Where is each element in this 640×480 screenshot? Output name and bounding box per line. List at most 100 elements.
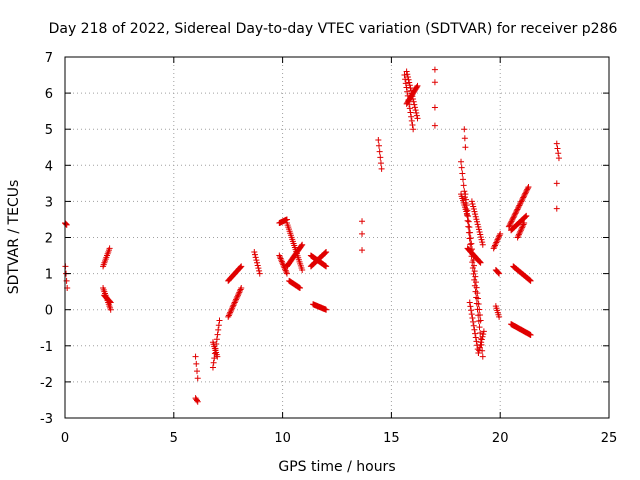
data-point — [410, 98, 417, 105]
data-point — [471, 326, 478, 333]
y-tick-label: 3 — [45, 195, 53, 210]
data-point — [467, 241, 474, 248]
data-point — [478, 336, 485, 343]
data-point — [518, 197, 525, 204]
data-point — [405, 76, 412, 83]
x-tick-label: 10 — [274, 431, 291, 446]
data-point — [214, 331, 221, 338]
x-tick-label: 25 — [601, 431, 618, 446]
data-point — [254, 259, 261, 266]
data-point — [472, 213, 479, 220]
data-point — [472, 279, 479, 286]
data-point — [472, 330, 479, 337]
data-point — [107, 299, 114, 306]
data-point — [517, 227, 524, 234]
data-point — [495, 269, 502, 276]
data-point — [237, 286, 244, 293]
x-tick-label: 0 — [61, 431, 69, 446]
data-point — [236, 264, 243, 271]
data-point — [479, 239, 486, 246]
data-point — [377, 160, 384, 167]
grid-lines — [65, 57, 609, 418]
data-point — [431, 122, 438, 129]
data-point — [521, 214, 528, 221]
data-point — [63, 221, 70, 228]
data-point — [473, 284, 480, 291]
x-tick-label: 20 — [492, 431, 509, 446]
data-point — [553, 205, 560, 212]
data-point — [376, 148, 383, 155]
data-point — [409, 122, 416, 129]
data-point — [401, 72, 408, 79]
data-point — [460, 176, 467, 183]
x-tick-label: 15 — [383, 431, 400, 446]
data-point — [236, 287, 243, 294]
data-point — [523, 212, 530, 219]
data-point — [477, 330, 484, 337]
data-point — [472, 334, 479, 341]
data-point — [473, 338, 480, 345]
data-point — [107, 306, 114, 313]
data-point — [215, 322, 222, 329]
data-points — [62, 66, 562, 405]
data-point — [474, 221, 481, 228]
data-point — [475, 223, 482, 230]
data-point — [476, 347, 483, 354]
data-point — [298, 242, 305, 249]
data-point — [521, 191, 528, 198]
data-point — [471, 208, 478, 215]
data-point — [321, 250, 328, 257]
data-point — [404, 71, 411, 78]
data-point — [519, 224, 526, 231]
data-point — [237, 264, 244, 271]
data-point — [209, 364, 216, 371]
data-point — [475, 226, 482, 233]
data-point — [476, 344, 483, 351]
data-point — [107, 298, 114, 305]
data-point — [519, 195, 526, 202]
data-point — [431, 104, 438, 111]
data-point — [527, 277, 534, 284]
data-point — [63, 277, 70, 284]
data-point — [479, 241, 486, 248]
data-point — [375, 137, 382, 144]
data-point — [524, 186, 531, 193]
data-point — [406, 79, 413, 86]
data-point — [210, 359, 217, 366]
data-point — [477, 317, 484, 324]
data-point — [520, 194, 527, 201]
data-point — [403, 68, 410, 75]
data-point — [515, 233, 522, 240]
data-point — [297, 285, 304, 292]
data-point — [495, 235, 502, 242]
data-point — [496, 270, 503, 277]
data-point — [513, 209, 520, 216]
data-point — [252, 254, 259, 261]
data-point — [468, 240, 475, 247]
data-point — [508, 218, 515, 225]
data-point — [525, 183, 532, 190]
data-point — [377, 154, 384, 161]
data-point — [299, 241, 306, 248]
data-point — [461, 126, 468, 133]
data-point — [236, 289, 243, 296]
data-point — [461, 188, 468, 195]
data-point — [506, 222, 513, 229]
data-point — [511, 213, 518, 220]
data-point — [359, 247, 366, 254]
data-point — [229, 303, 236, 310]
data-point — [479, 353, 486, 360]
data-point — [470, 322, 477, 329]
data-point — [106, 245, 113, 252]
data-point — [522, 189, 529, 196]
data-point — [323, 263, 330, 270]
data-point — [227, 309, 234, 316]
x-axis-label: GPS time / hours — [278, 459, 395, 475]
data-point — [507, 221, 514, 228]
data-point — [378, 165, 385, 172]
data-point — [526, 276, 533, 283]
data-point — [514, 234, 521, 241]
data-point — [468, 198, 475, 205]
y-tick-label: 2 — [45, 232, 53, 247]
data-point — [480, 331, 487, 338]
